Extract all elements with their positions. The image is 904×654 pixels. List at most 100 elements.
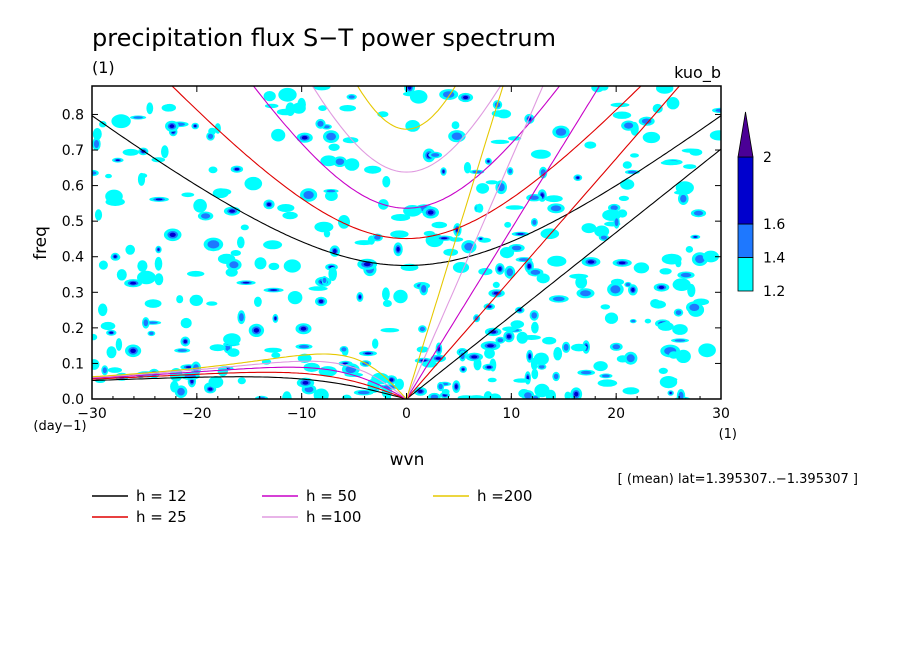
contour-patch [531, 312, 537, 319]
legend-label-h200: h =200 [477, 487, 532, 505]
contour-patch [189, 294, 203, 306]
colorbar-segment [737, 223, 754, 258]
contour-patch [157, 248, 160, 251]
contour-patch [94, 209, 103, 221]
contour-patch [282, 391, 292, 399]
contour-patch [463, 162, 472, 174]
contour-patch [335, 158, 345, 165]
contour-patch [342, 137, 359, 144]
contour-patch [297, 97, 306, 112]
contour-patch [298, 345, 310, 349]
contour-patch [277, 204, 295, 212]
contour-patch [545, 389, 556, 399]
contour-patch [506, 268, 513, 277]
contour-patch [382, 300, 392, 307]
contour-patch [180, 317, 192, 329]
contour-patch [92, 333, 98, 341]
contour-patch [326, 132, 336, 141]
contour-patch [658, 285, 665, 289]
contour-patch [695, 255, 705, 264]
contour-patch [328, 267, 338, 281]
contour-patch [461, 368, 465, 371]
contour-patch [193, 198, 207, 213]
contour-patch [100, 321, 116, 331]
contour-patch [644, 318, 652, 324]
contour-patch [599, 86, 609, 91]
y-tick-label: 0.0 [62, 392, 84, 408]
dispersion-curve-ig-h100 [311, 86, 502, 173]
contour-patch [240, 224, 249, 231]
dispersion-curve-er-h200 [92, 353, 407, 399]
x-tick-label: −20 [182, 406, 212, 422]
contour-patch [115, 159, 120, 161]
contour-patch [146, 102, 154, 115]
contour-patch [547, 255, 567, 267]
contour-patch [553, 347, 563, 361]
contour-patch [618, 261, 626, 265]
contour-patch [508, 168, 513, 174]
contour-patch [338, 215, 350, 229]
contour-patch [630, 153, 639, 158]
y-unit-label: (day−1) [33, 419, 86, 434]
contour-patch [451, 121, 460, 130]
contour-patch [492, 281, 500, 288]
contour-patch [499, 247, 515, 259]
contour-patch [102, 367, 107, 374]
contour-patch [161, 104, 175, 112]
contour-patch [344, 158, 360, 171]
contour-patch [357, 390, 370, 395]
run-label: kuo_b [674, 63, 721, 83]
contour-patch [149, 331, 154, 335]
contour-patch [154, 256, 163, 271]
contour-patch [427, 210, 434, 215]
contour-patch [522, 335, 541, 340]
contour-patch [271, 128, 286, 142]
colorbar: 1.2 1.4 1.6 2 [737, 111, 785, 300]
contour-patch [660, 160, 680, 166]
contour-patch [693, 210, 704, 216]
contour-patch [531, 321, 539, 334]
colorbar-label: 2 [763, 150, 772, 166]
y-tick-label: 0.3 [62, 285, 84, 301]
contour-patch [169, 124, 175, 129]
contour-patch [517, 233, 524, 235]
contour-patch [610, 205, 618, 211]
dispersion-curve-ig-h12 [92, 115, 721, 267]
contour-patch [563, 343, 569, 351]
contour-patch [208, 387, 213, 391]
contour-patch [364, 165, 382, 174]
contour-patch [177, 349, 187, 352]
contour-patch [488, 393, 502, 399]
contour-patch [612, 344, 621, 350]
contour-patch [631, 287, 635, 292]
contour-patch [105, 173, 112, 179]
contour-patch [487, 305, 492, 308]
contour-patch [317, 120, 324, 127]
contour-patch [403, 91, 417, 97]
dispersion-curve-kelvin-h50 [406, 86, 601, 399]
contour-patch [709, 130, 721, 141]
x-tick-label: 30 [712, 406, 730, 422]
x-tick-label: 20 [607, 406, 625, 422]
contour-patch [267, 202, 271, 207]
contour-patch [254, 257, 267, 270]
contour-patch [438, 383, 443, 390]
contour-patch [642, 131, 661, 144]
contour-patch [322, 277, 327, 284]
contour-patch [680, 194, 687, 203]
contour-patch [564, 391, 572, 399]
contour-patch [485, 180, 499, 185]
y-axis-label: freq [31, 226, 51, 260]
contour-patch [187, 270, 205, 277]
contour-patch [443, 394, 447, 397]
contour-patch [580, 290, 591, 297]
contour-patch [431, 221, 448, 229]
contour-patch [622, 161, 632, 169]
contour-patch [423, 230, 435, 237]
contour-patch [209, 344, 226, 352]
contour-patch [339, 105, 357, 112]
y-tick-label: 0.4 [62, 250, 84, 266]
contour-patch [550, 205, 562, 212]
contour-patch [452, 262, 470, 273]
contour-patch [94, 140, 99, 148]
